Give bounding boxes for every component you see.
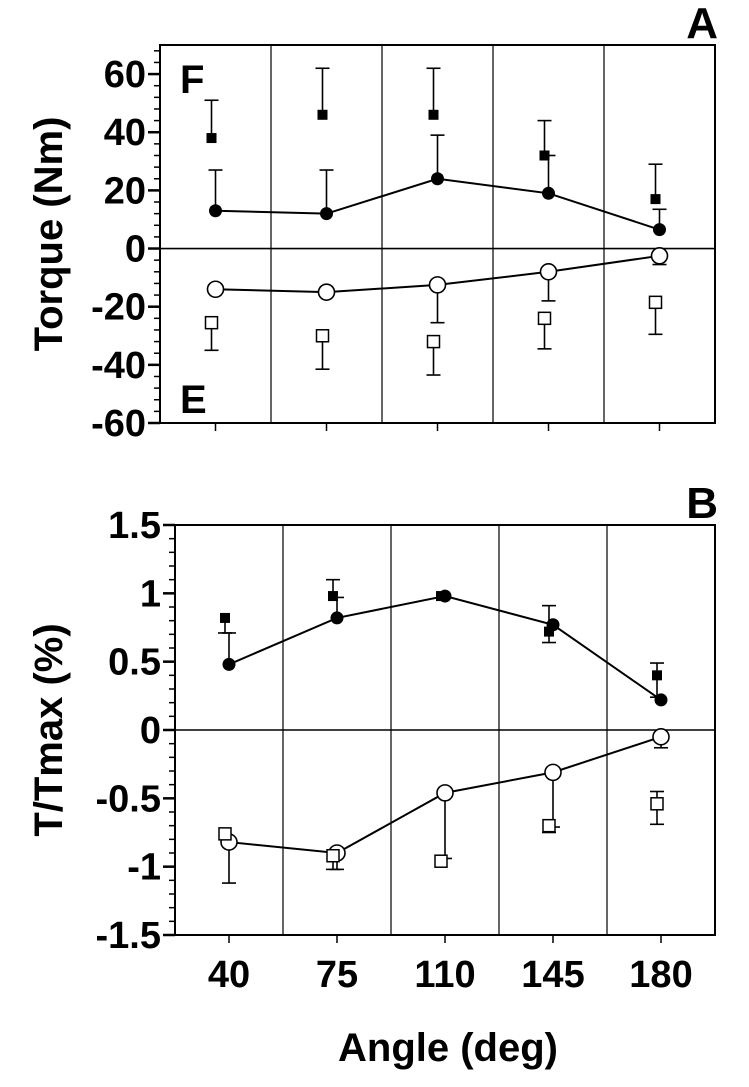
y-tick-label: -0.5 xyxy=(96,778,161,820)
y-tick-label: -20 xyxy=(91,287,146,329)
y-tick-label: 20 xyxy=(104,170,146,212)
panel-label: B xyxy=(686,479,718,528)
data-point-open-circle xyxy=(317,283,336,301)
data-point-open-square xyxy=(648,295,663,310)
data-point-open-circle xyxy=(650,247,669,265)
data-point-filled-circle xyxy=(222,657,236,671)
data-point-open-square xyxy=(426,334,441,349)
series-line xyxy=(215,177,660,231)
x-tick-label: 75 xyxy=(316,954,358,996)
x-tick-label: 180 xyxy=(629,954,692,996)
data-point-open-square xyxy=(315,329,330,343)
data-point-filled-square xyxy=(220,612,230,623)
data-point-filled-square xyxy=(652,670,662,681)
y-tick-label: 60 xyxy=(104,54,146,96)
data-point-open-circle xyxy=(652,728,670,746)
y-tick-label: 1.5 xyxy=(108,505,161,547)
region-label-flexion: F xyxy=(180,58,204,102)
y-axis-title: Torque (Nm) xyxy=(27,117,71,352)
y-tick-label: -1.5 xyxy=(96,915,161,957)
data-point-open-square xyxy=(218,827,232,841)
data-point-filled-circle xyxy=(431,172,444,186)
x-tick-label: 40 xyxy=(208,954,250,996)
y-tick-label: -60 xyxy=(91,403,146,445)
data-point-filled-circle xyxy=(546,618,560,632)
data-point-open-square xyxy=(650,797,664,811)
data-point-filled-square xyxy=(317,109,328,120)
series-line xyxy=(228,595,662,701)
y-tick-label: 0.5 xyxy=(108,642,161,684)
plot-frame xyxy=(159,44,716,424)
data-point-filled-circle xyxy=(438,589,452,603)
y-tick-label: -40 xyxy=(91,345,146,387)
data-point-filled-square xyxy=(428,109,439,120)
data-point-open-square xyxy=(434,854,448,868)
data-point-open-square xyxy=(326,848,340,863)
panel-b: 1.5 1 0.5 0 -0.5 -1 -1.5 40 75 110 145 180 T/Tmax (%… xyxy=(27,479,718,1070)
data-point-open-circle xyxy=(206,280,225,299)
data-point-open-square xyxy=(537,311,552,326)
y-tick-label: 1 xyxy=(140,573,161,615)
y-axis-title: T/Tmax (%) xyxy=(27,623,71,836)
data-point-filled-circle xyxy=(320,207,333,221)
x-tick-label: 110 xyxy=(414,954,475,996)
panel-a: 60 40 20 0 -20 -40 -60 Torque (Nm) A F E xyxy=(27,0,718,445)
region-label-extension: E xyxy=(180,378,207,422)
panel-label: A xyxy=(686,0,718,48)
data-point-open-circle xyxy=(436,784,454,802)
data-point-filled-circle xyxy=(654,693,668,707)
data-point-filled-square xyxy=(650,194,661,205)
data-point-filled-square xyxy=(328,591,338,602)
data-point-open-circle xyxy=(544,763,562,782)
data-point-open-circle xyxy=(539,262,558,281)
data-point-filled-circle xyxy=(209,204,222,218)
y-tick-label: 40 xyxy=(104,112,146,154)
data-point-open-square xyxy=(542,818,556,833)
data-point-filled-square xyxy=(544,626,554,637)
data-point-filled-circle xyxy=(653,223,666,237)
y-tick-label: -1 xyxy=(127,847,161,889)
data-point-filled-circle xyxy=(330,611,344,625)
x-tick-label: 145 xyxy=(521,954,584,996)
data-point-open-circle xyxy=(428,276,447,294)
data-point-filled-circle xyxy=(542,186,555,200)
y-tick-label: 0 xyxy=(125,229,146,271)
data-point-open-square xyxy=(204,315,219,330)
y-tick-label: 0 xyxy=(140,710,161,752)
x-axis-title: Angle (deg) xyxy=(338,1026,558,1070)
data-point-filled-square xyxy=(206,133,217,144)
